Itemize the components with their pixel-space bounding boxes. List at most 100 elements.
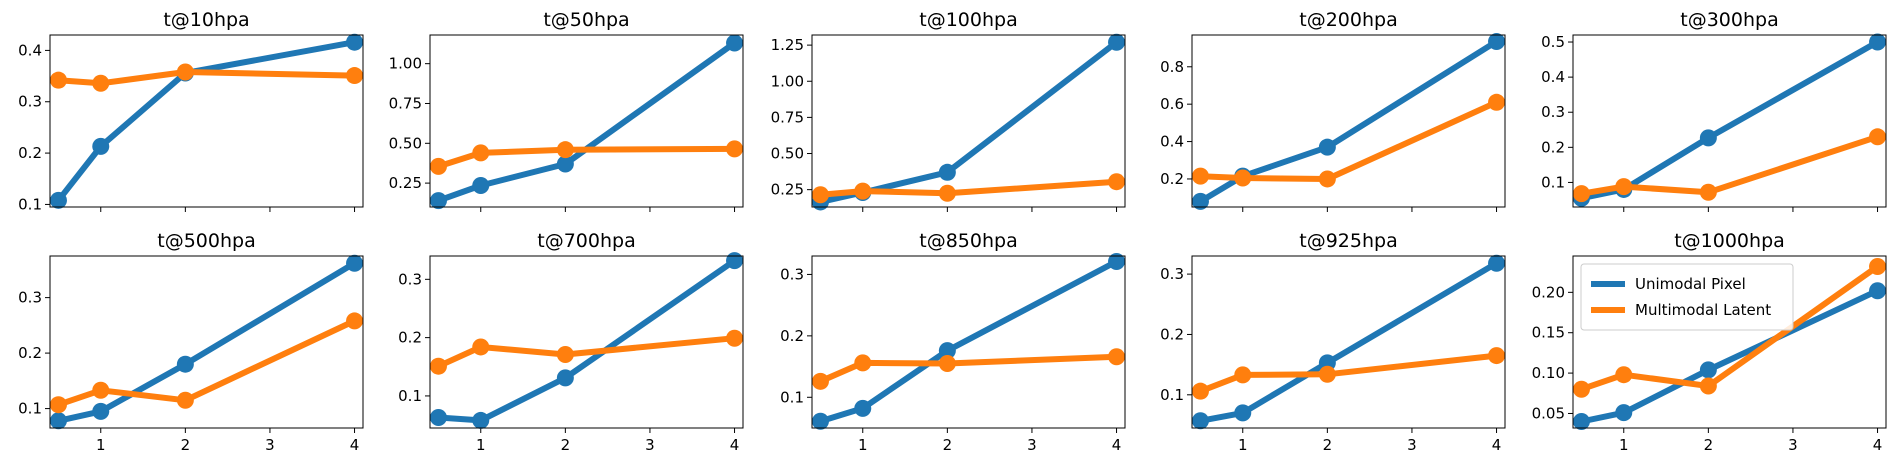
data-point-multimodal-latent — [429, 157, 447, 175]
axes-frame — [1572, 34, 1887, 208]
y-tick-label: 0.75 — [389, 94, 422, 112]
data-point-unimodal-pixel — [346, 254, 364, 272]
y-tick-label: 0.2 — [18, 144, 42, 162]
series-line-multimodal-latent — [57, 318, 356, 408]
data-point-multimodal-latent — [176, 63, 194, 81]
subplot-t-300hpa: t@300hpa 0.1 0.2 0.3 0.4 0.5 — [1541, 9, 1887, 212]
y-tick-label: 0.75 — [771, 108, 804, 126]
series-line-multimodal-latent — [1200, 99, 1498, 182]
legend: Unimodal Pixel Multimodal Latent — [1580, 263, 1794, 331]
subplot-title: t@200hpa — [1299, 9, 1397, 31]
y-tick-label: 0.3 — [1160, 265, 1184, 283]
data-point-multimodal-latent — [1699, 377, 1717, 395]
axes-frame — [49, 255, 364, 429]
y-tick-label: 0.25 — [771, 181, 804, 199]
series-line-unimodal-pixel — [438, 258, 737, 424]
axes-frame — [811, 255, 1126, 429]
x-tick-label: 1 — [1238, 436, 1248, 454]
series-line-multimodal-latent — [1199, 352, 1497, 394]
subplot-t-700hpa: t@700hpa 0.1 0.2 0.3 1 2 3 4 — [398, 230, 744, 454]
data-point-unimodal-pixel — [938, 163, 956, 181]
y-tick-label: 0.3 — [18, 289, 42, 307]
data-point-unimodal-pixel — [346, 33, 364, 51]
data-point-unimodal-pixel — [1572, 413, 1590, 431]
data-point-multimodal-latent — [1488, 347, 1506, 365]
data-point-multimodal-latent — [1318, 365, 1336, 383]
y-tick-label: 0.3 — [398, 270, 422, 288]
data-point-unimodal-pixel — [472, 411, 490, 429]
data-point-unimodal-pixel — [726, 34, 744, 52]
y-tick-label: 0.5 — [1541, 33, 1565, 51]
data-point-multimodal-latent — [1869, 257, 1887, 275]
x-tick-label: 2 — [561, 436, 571, 454]
data-point-multimodal-latent — [726, 140, 744, 158]
data-point-multimodal-latent — [1572, 185, 1590, 203]
data-point-multimodal-latent — [429, 357, 447, 375]
data-point-unimodal-pixel — [1234, 404, 1252, 422]
x-tick-label: 4 — [350, 436, 360, 454]
series-line-multimodal-latent — [819, 353, 1117, 385]
y-tick-label: 0.1 — [18, 195, 42, 213]
y-tick-label: 0.25 — [389, 174, 422, 192]
x-tick-label: 1 — [476, 436, 486, 454]
x-tick-label: 3 — [645, 436, 655, 454]
data-point-multimodal-latent — [556, 346, 574, 364]
data-point-multimodal-latent — [854, 354, 872, 372]
subplot-t-100hpa: t@100hpa 0.25 0.50 0.75 1.00 1.25 — [771, 9, 1126, 212]
data-point-multimodal-latent — [49, 396, 67, 414]
data-point-multimodal-latent — [556, 141, 574, 159]
subplot-title: t@50hpa — [543, 9, 629, 31]
series-line-multimodal-latent — [58, 69, 355, 87]
legend-label: Multimodal Latent — [1635, 301, 1771, 319]
data-point-unimodal-pixel — [1488, 254, 1506, 272]
y-tick-label: 0.1 — [1160, 386, 1184, 404]
subplot-t-925hpa: t@925hpa 0.1 0.2 0.3 1 2 3 4 — [1160, 230, 1506, 454]
data-point-multimodal-latent — [938, 355, 956, 372]
subplot-t-200hpa: t@200hpa 0.2 0.4 0.6 0.8 — [1160, 9, 1506, 212]
data-point-unimodal-pixel — [1488, 33, 1506, 51]
y-tick-label: 0.6 — [1160, 95, 1184, 113]
series-line-unimodal-pixel — [819, 39, 1119, 205]
data-point-unimodal-pixel — [1108, 33, 1126, 51]
subplot-title: t@925hpa — [1299, 230, 1397, 252]
series-line-multimodal-latent — [1581, 133, 1879, 197]
data-point-multimodal-latent — [1191, 382, 1209, 400]
data-point-unimodal-pixel — [938, 342, 956, 360]
x-tick-label: 4 — [1492, 436, 1502, 454]
x-tick-label: 4 — [1873, 436, 1883, 454]
data-point-unimodal-pixel — [92, 137, 110, 155]
data-point-unimodal-pixel — [1318, 138, 1336, 156]
data-point-multimodal-latent — [811, 186, 829, 204]
y-tick-label: 0.1 — [398, 387, 422, 405]
x-tick-label: 4 — [1112, 436, 1122, 454]
data-point-multimodal-latent — [1108, 173, 1126, 191]
subplot-title: t@100hpa — [919, 9, 1017, 31]
y-tick-label: 0.2 — [1160, 325, 1184, 343]
data-point-multimodal-latent — [1869, 128, 1887, 146]
data-point-unimodal-pixel — [92, 402, 110, 420]
x-tick-label: 2 — [943, 436, 953, 454]
subplot-title: t@500hpa — [157, 230, 255, 252]
series-line-unimodal-pixel — [1198, 38, 1499, 204]
x-tick-label: 3 — [1407, 436, 1417, 454]
data-point-multimodal-latent — [346, 67, 364, 85]
x-tick-label: 3 — [265, 436, 275, 454]
data-point-multimodal-latent — [811, 372, 829, 390]
data-point-unimodal-pixel — [556, 369, 574, 387]
x-tick-label: 4 — [730, 436, 740, 454]
data-point-multimodal-latent — [1572, 380, 1590, 398]
y-tick-label: 1.00 — [771, 72, 804, 90]
data-point-unimodal-pixel — [726, 252, 744, 270]
series-line-unimodal-pixel — [1199, 260, 1499, 424]
y-tick-label: 0.3 — [18, 93, 42, 111]
y-tick-label: 0.4 — [1541, 68, 1565, 86]
x-tick-label: 2 — [1704, 436, 1714, 454]
series-line-unimodal-pixel — [437, 40, 737, 204]
data-point-multimodal-latent — [92, 381, 110, 399]
y-tick-label: 0.50 — [771, 145, 804, 163]
y-tick-label: 0.8 — [1160, 58, 1184, 76]
subplot-t-850hpa: t@850hpa 0.1 0.2 0.3 1 2 3 4 — [780, 230, 1126, 454]
series-line-unimodal-pixel — [819, 258, 1118, 425]
data-point-unimodal-pixel — [811, 412, 829, 430]
data-point-multimodal-latent — [346, 312, 364, 330]
